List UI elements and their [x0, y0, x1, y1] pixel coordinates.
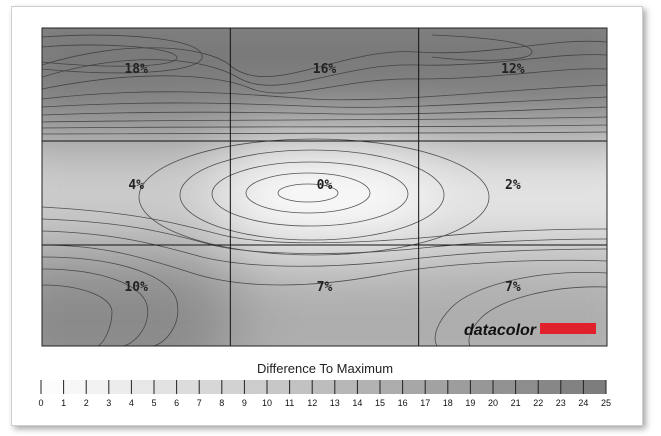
heat-cell-1-0 [42, 141, 231, 245]
plot-border [41, 27, 608, 347]
legend-tick-label: 9 [242, 398, 247, 408]
legend-swatch [334, 380, 358, 394]
legend-tick-label: 3 [106, 398, 111, 408]
legend-tick-label: 20 [488, 398, 498, 408]
legend-tick-label: 14 [352, 398, 362, 408]
legend-swatch [312, 380, 335, 394]
legend-swatch [560, 380, 584, 394]
legend-tick-label: 0 [38, 398, 43, 408]
legend-tick-label: 1 [61, 398, 66, 408]
legend-tick-label: 18 [443, 398, 453, 408]
legend-swatch [154, 380, 177, 394]
legend-tick-label: 23 [556, 398, 566, 408]
heat-cell-2-0 [42, 245, 231, 346]
legend-swatch [538, 380, 561, 394]
legend-swatch [470, 380, 493, 394]
legend-tick-label: 8 [219, 398, 224, 408]
legend-swatch [402, 380, 426, 394]
legend-tick-label: 19 [465, 398, 475, 408]
cell-label-2-0: 10% [124, 280, 148, 295]
legend-tick-label: 7 [197, 398, 202, 408]
legend-tick-label: 25 [601, 398, 611, 408]
datacolor-logo-text: datacolor [464, 322, 537, 339]
legend-swatch [176, 380, 200, 394]
legend-swatch [63, 380, 87, 394]
cell-label-0-0: 18% [124, 62, 148, 77]
heat-cell-1-2 [418, 141, 607, 245]
cell-label-2-1: 7% [317, 280, 333, 295]
heat-background [42, 28, 607, 346]
legend-tick-label: 6 [174, 398, 179, 408]
legend-swatch [244, 380, 267, 394]
cell-label-0-1: 16% [313, 62, 337, 77]
legend-tick-label: 22 [533, 398, 543, 408]
chart-frame: 18% 16% 12% 4% 0% 2% 10% 7% 7% datacolor Differe… [11, 6, 643, 426]
cell-label-2-2: 7% [505, 280, 521, 295]
color-scale-legend: 0 1 2 3 4 5 6 7 8 9 10 11 12 13 14 15 16 17 18 19 20 21 22 23 24… [38, 380, 611, 408]
legend-tick-label: 17 [420, 398, 430, 408]
contour-lines [42, 34, 607, 346]
cell-labels: 18% 16% 12% 4% 0% 2% 10% 7% 7% [124, 62, 524, 295]
legend-tick-label: 15 [375, 398, 385, 408]
datacolor-logo: datacolor [464, 322, 596, 339]
legend-tick-label: 21 [511, 398, 521, 408]
legend-tick-label: 16 [398, 398, 408, 408]
legend-swatch [425, 380, 448, 394]
legend-swatch [221, 380, 245, 394]
heat-cell-1-1 [230, 141, 419, 245]
legend-swatch [267, 380, 290, 394]
cell-label-1-0: 4% [128, 178, 144, 193]
legend-swatch [108, 380, 132, 394]
legend-tick-label: 11 [285, 398, 294, 408]
legend-swatch [380, 380, 403, 394]
grid-lines [42, 28, 607, 346]
legend-tick-label: 10 [262, 398, 272, 408]
legend-swatch [583, 380, 606, 394]
legend-swatch [289, 380, 313, 394]
legend-tick-label: 2 [84, 398, 89, 408]
legend-swatch [357, 380, 380, 394]
uniformity-heatmap-chart: 18% 16% 12% 4% 0% 2% 10% 7% 7% datacolor Differe… [38, 27, 611, 408]
cell-label-1-1: 0% [317, 178, 333, 193]
legend-tick-label: 4 [129, 398, 134, 408]
legend-tick-label: 13 [330, 398, 340, 408]
legend-title: Difference To Maximum [257, 361, 393, 376]
legend-swatch [41, 380, 64, 394]
legend-swatch [493, 380, 516, 394]
datacolor-logo-bar [540, 323, 596, 334]
legend-tick-label: 5 [151, 398, 156, 408]
legend-swatch [199, 380, 222, 394]
legend-tick-label: 24 [578, 398, 588, 408]
legend-swatch [131, 380, 154, 394]
legend-tick-label: 12 [307, 398, 317, 408]
legend-swatch [515, 380, 539, 394]
cell-label-0-2: 12% [501, 62, 525, 77]
heat-cell-0-2 [418, 28, 607, 141]
cell-label-1-2: 2% [505, 178, 521, 193]
legend-swatch [447, 380, 471, 394]
legend-swatch [86, 380, 109, 394]
